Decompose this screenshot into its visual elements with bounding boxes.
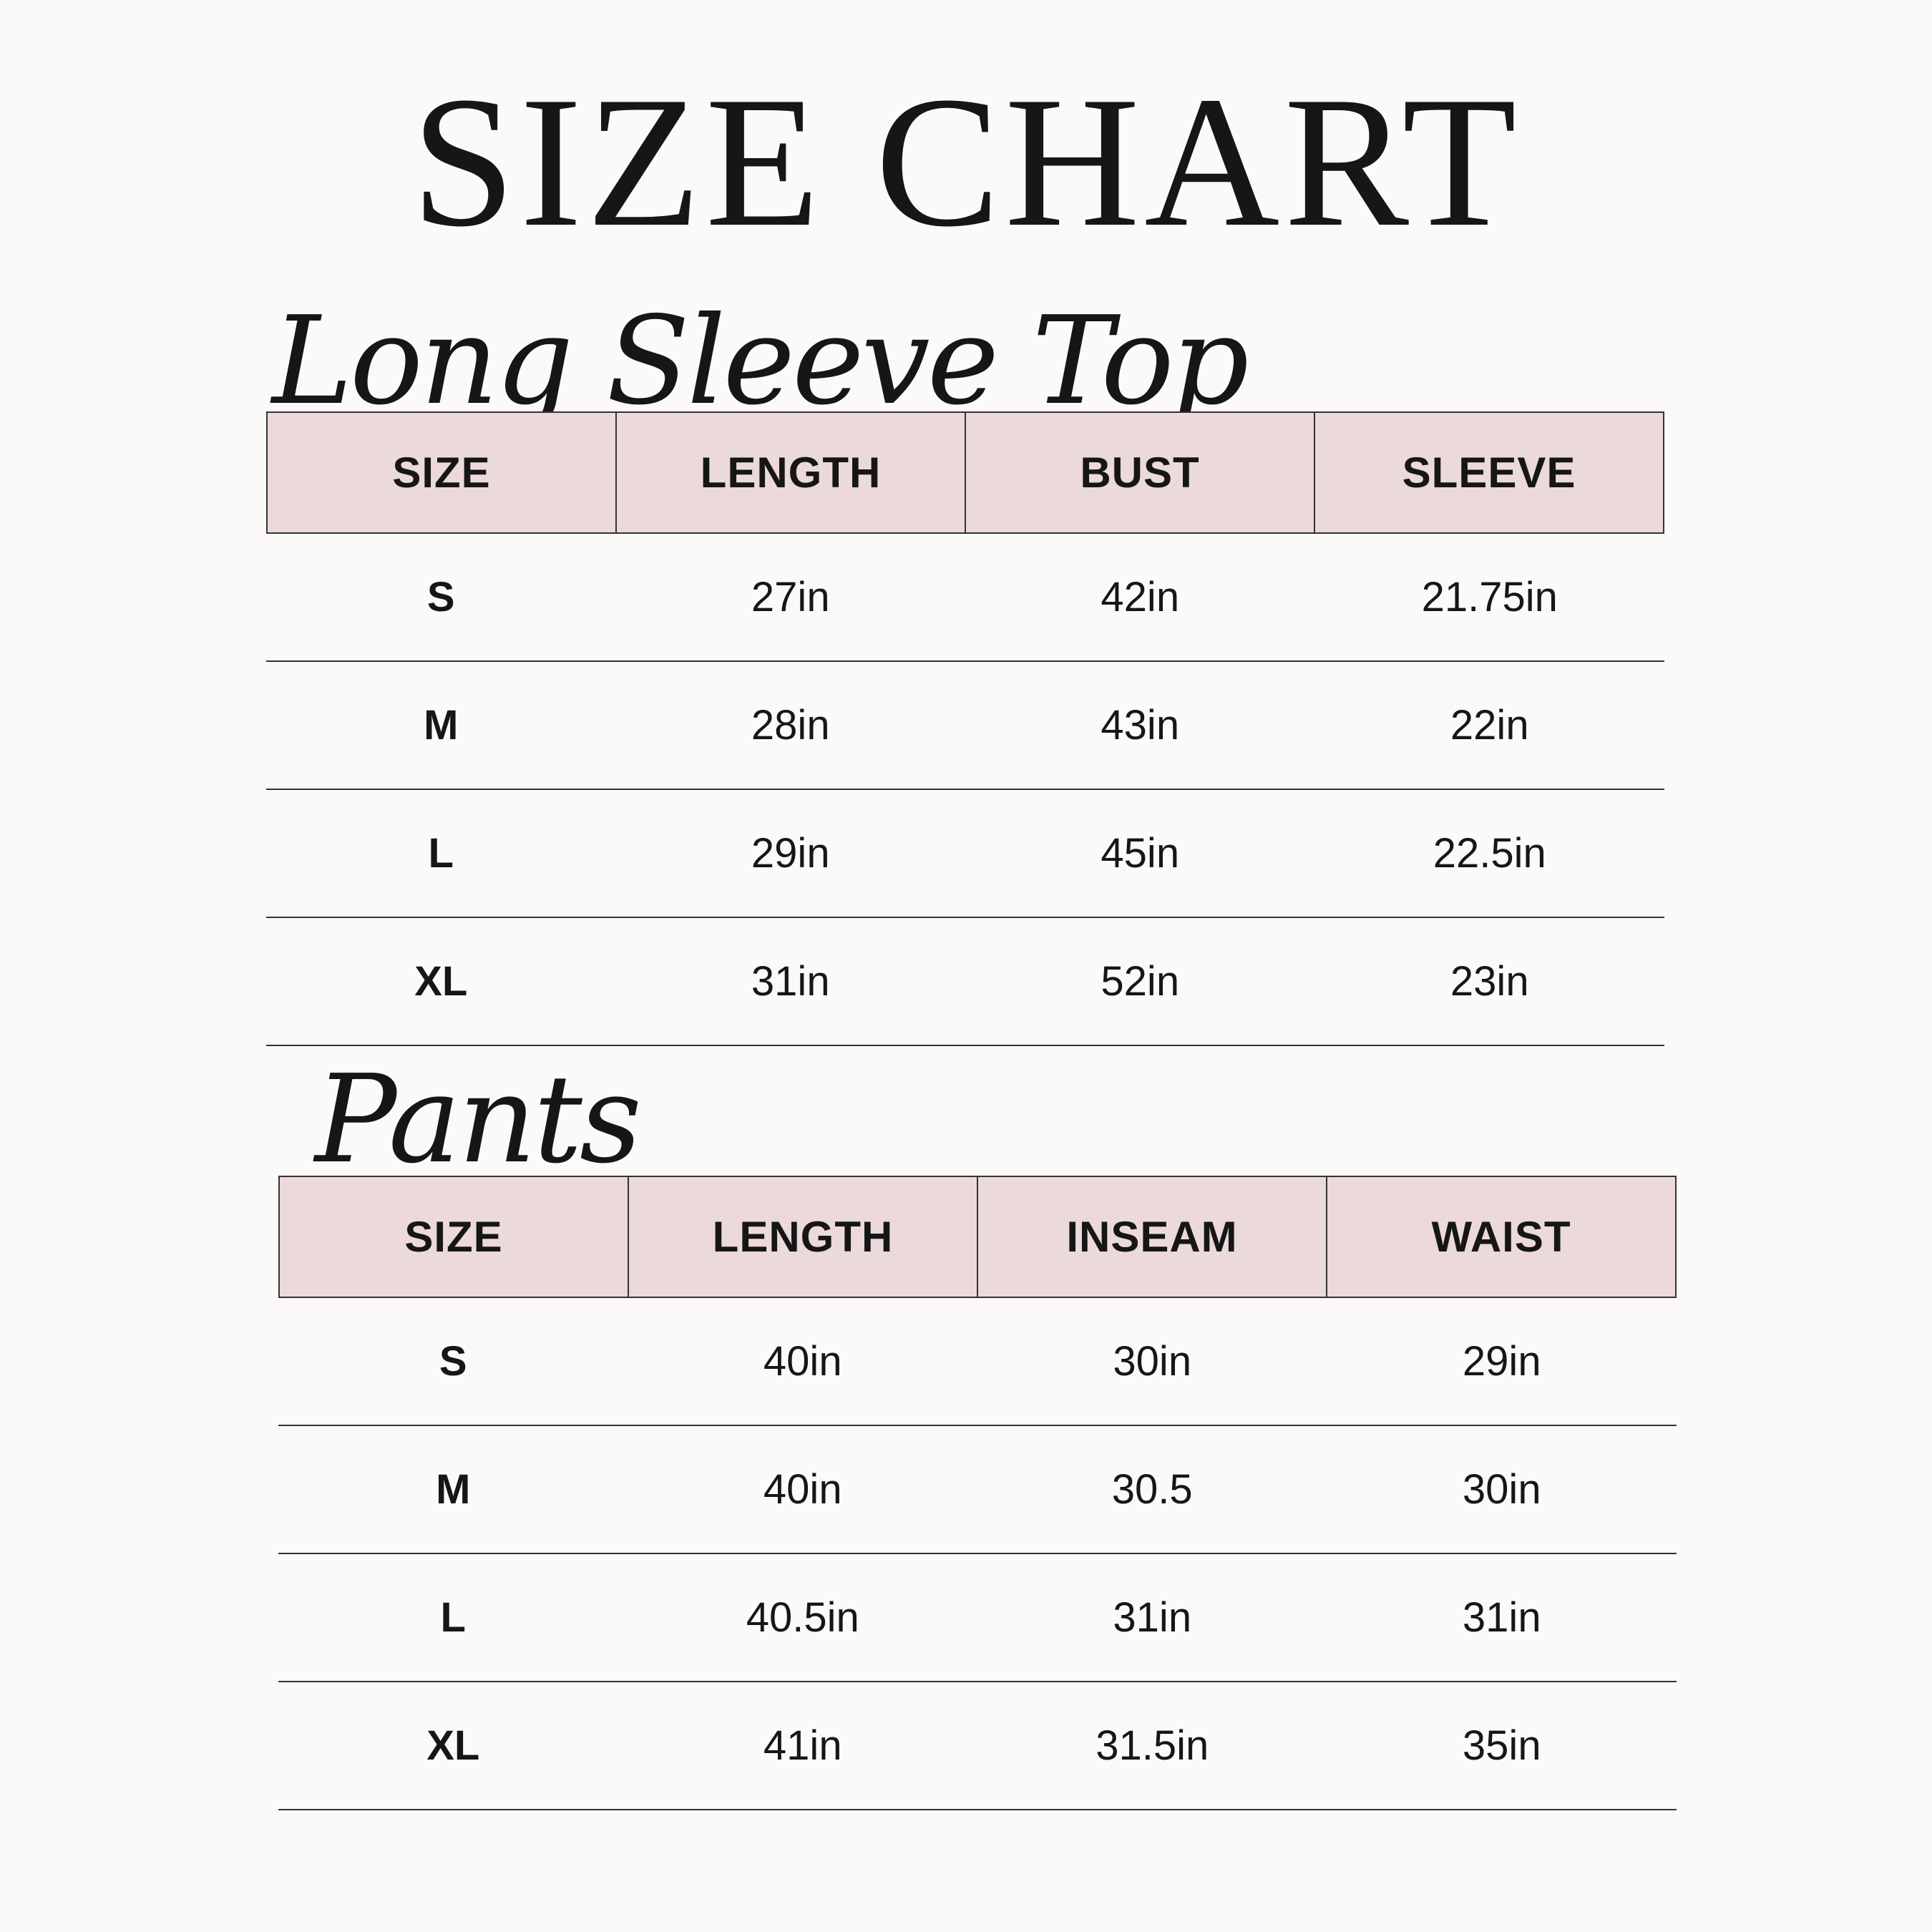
pants-header-row: SIZE LENGTH INSEAM WAIST <box>278 1176 1677 1298</box>
table-row: S 40in 30in 29in <box>278 1298 1677 1426</box>
measurement-cell: 40in <box>763 1338 842 1385</box>
size-cell: M <box>436 1466 471 1513</box>
measurement-cell: 30in <box>1462 1466 1541 1513</box>
size-cell: S <box>426 574 455 620</box>
measurement-cell: 30.5 <box>1111 1466 1193 1513</box>
tops-heading: Long Sleeve Top <box>272 291 1249 432</box>
measurement-cell: 23in <box>1450 958 1529 1005</box>
size-cell: L <box>428 830 454 877</box>
table-row: XL 31in 52in 23in <box>266 918 1664 1046</box>
measurement-cell: 22.5in <box>1433 830 1546 877</box>
measurement-cell: 35in <box>1462 1722 1541 1769</box>
measurement-cell: 31.5in <box>1096 1722 1209 1769</box>
column-header: LENGTH <box>615 413 965 532</box>
table-row: S 27in 42in 21.75in <box>266 534 1664 662</box>
tops-table: SIZE LENGTH BUST SLEEVE S 27in 42in 21.75in… <box>266 411 1664 1046</box>
measurement-cell: 31in <box>1462 1594 1541 1641</box>
size-cell: M <box>424 702 459 748</box>
measurement-cell: 52in <box>1101 958 1180 1005</box>
measurement-cell: 40in <box>763 1466 842 1513</box>
measurement-cell: 31in <box>751 958 830 1005</box>
measurement-cell: 43in <box>1101 702 1180 748</box>
column-header: SLEEVE <box>1314 413 1663 532</box>
measurement-cell: 45in <box>1101 830 1180 877</box>
table-row: L 40.5in 31in 31in <box>278 1554 1677 1682</box>
column-header: BUST <box>965 413 1314 532</box>
tops-header-row: SIZE LENGTH BUST SLEEVE <box>266 411 1664 534</box>
measurement-cell: 27in <box>751 574 830 620</box>
measurement-cell: 30in <box>1113 1338 1192 1385</box>
page-title: SIZE CHART <box>411 58 1521 265</box>
measurement-cell: 40.5in <box>746 1594 859 1641</box>
measurement-cell: 22in <box>1450 702 1529 748</box>
table-row: M 40in 30.5 30in <box>278 1426 1677 1554</box>
measurement-cell: 31in <box>1113 1594 1192 1641</box>
column-header: SIZE <box>392 449 491 497</box>
size-cell: XL <box>426 1722 480 1769</box>
measurement-cell: 29in <box>751 830 830 877</box>
measurement-cell: 41in <box>763 1722 842 1769</box>
table-row: M 28in 43in 22in <box>266 662 1664 790</box>
size-cell: S <box>439 1338 467 1385</box>
size-cell: XL <box>414 958 468 1005</box>
size-cell: L <box>440 1594 466 1641</box>
table-row: L 29in 45in 22.5in <box>266 790 1664 918</box>
column-header: SIZE <box>404 1213 503 1261</box>
column-header: WAIST <box>1326 1177 1675 1297</box>
column-header: LENGTH <box>628 1177 977 1297</box>
pants-table: SIZE LENGTH INSEAM WAIST S 40in 30in 29in M 4… <box>278 1176 1677 1810</box>
measurement-cell: 29in <box>1462 1338 1541 1385</box>
column-header: INSEAM <box>977 1177 1326 1297</box>
measurement-cell: 21.75in <box>1421 574 1558 620</box>
table-row: XL 41in 31.5in 35in <box>278 1682 1677 1810</box>
pants-heading: Pants <box>315 1049 642 1191</box>
measurement-cell: 28in <box>751 702 830 748</box>
measurement-cell: 42in <box>1101 574 1180 620</box>
